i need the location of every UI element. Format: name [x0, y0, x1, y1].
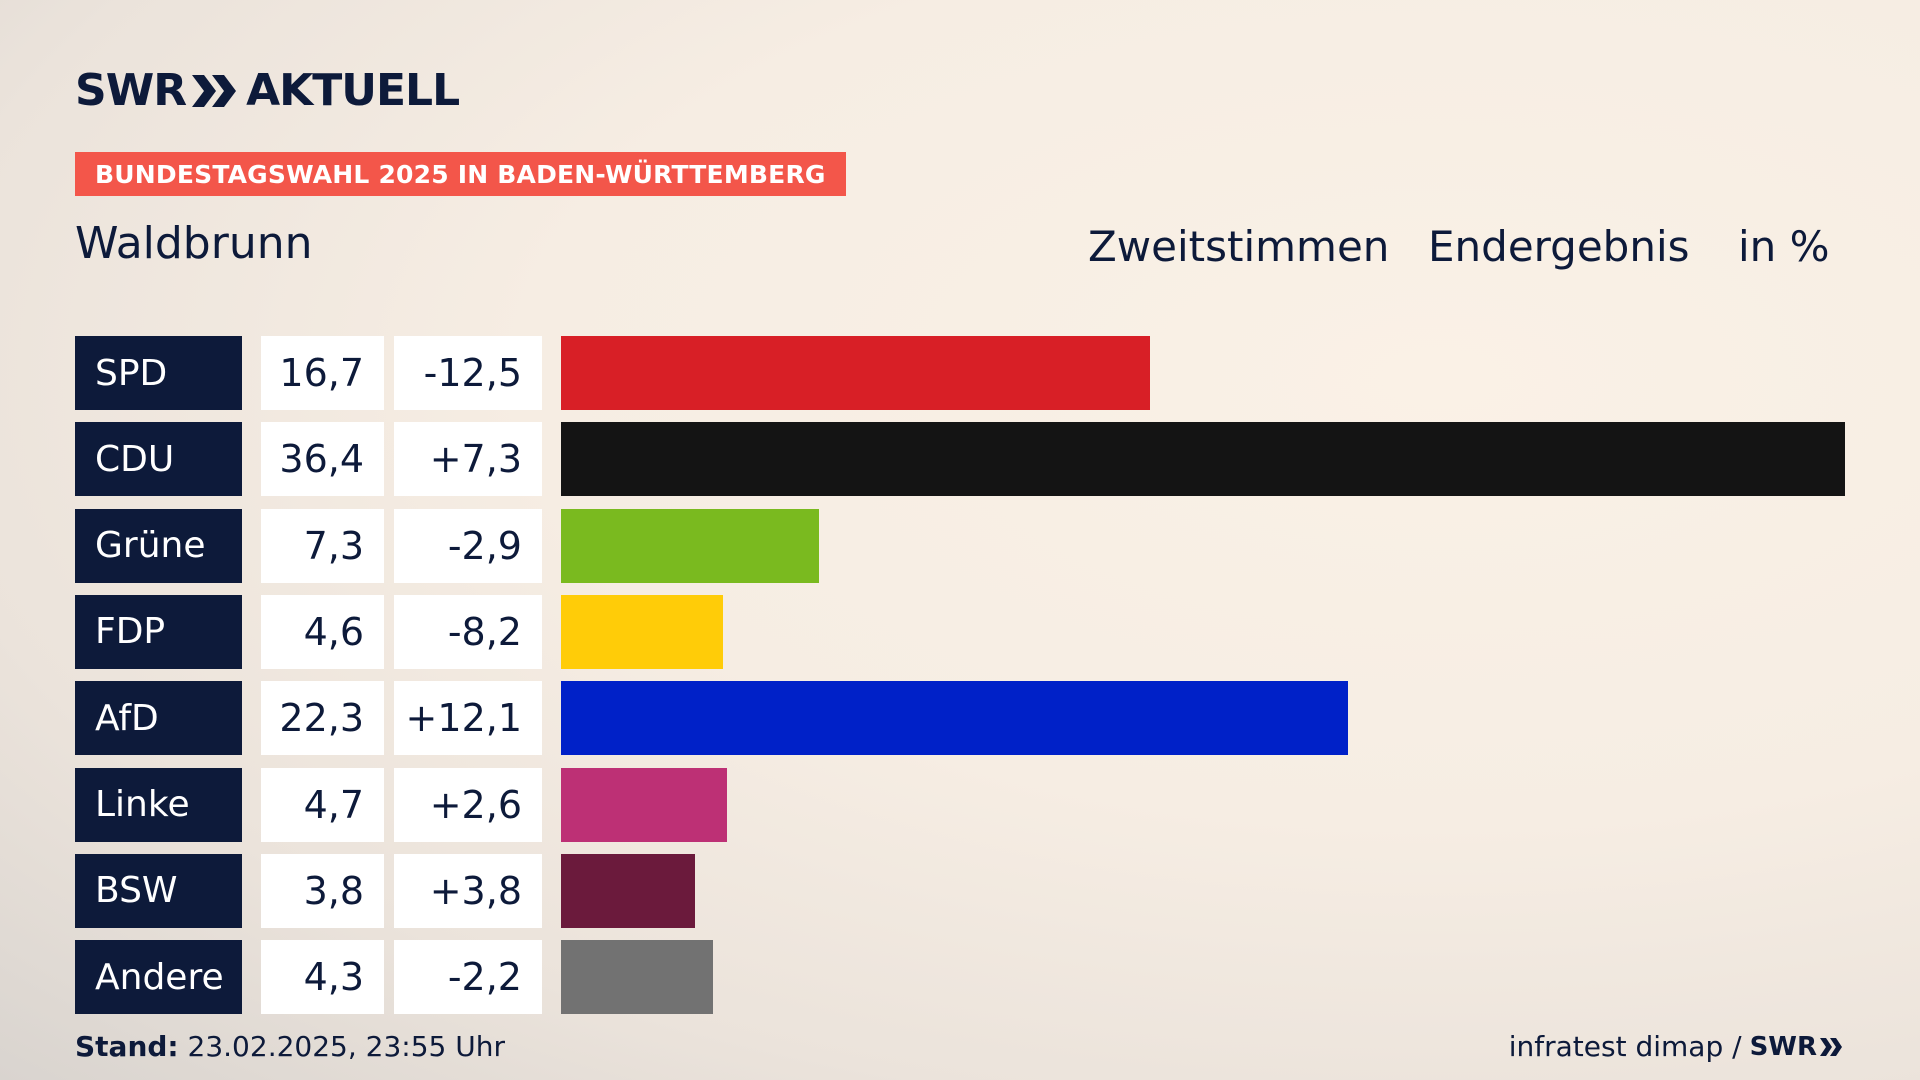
double-chevron-icon [192, 75, 237, 107]
header-unit: in % [1738, 222, 1830, 271]
stand-label: Stand: [75, 1030, 179, 1063]
result-bar [561, 940, 713, 1015]
change-label: -2,2 [394, 940, 542, 1015]
vote-share-label: 22,3 [261, 681, 384, 756]
result-bar [561, 853, 695, 928]
change-label: -12,5 [394, 336, 542, 410]
change-label: +7,3 [394, 422, 542, 497]
result-bar [561, 336, 1150, 410]
source-text: infratest dimap / [1508, 1030, 1742, 1063]
vote-share-label: 3,8 [261, 853, 384, 928]
change-label: -8,2 [394, 594, 542, 669]
timestamp: Stand: 23.02.2025, 23:55 Uhr [75, 1030, 505, 1063]
result-bar [561, 681, 1348, 756]
stand-value: 23.02.2025, 23:55 Uhr [187, 1030, 505, 1063]
header-status: Endergebnis [1428, 222, 1690, 271]
vote-share-label: 4,7 [261, 767, 384, 842]
party-label: Linke [75, 767, 242, 842]
result-bar [561, 422, 1845, 497]
header-vote-type: Zweitstimmen [1088, 222, 1390, 271]
logo-swr-text: SWR [75, 65, 187, 116]
result-bar [561, 767, 727, 842]
change-label: -2,9 [394, 508, 542, 583]
footer-swr-logo: SWR [1750, 1032, 1845, 1062]
vote-share-label: 16,7 [261, 336, 384, 410]
source-credit: infratest dimap / SWR [1509, 1030, 1845, 1063]
change-label: +3,8 [394, 853, 542, 928]
vote-share-label: 36,4 [261, 422, 384, 497]
party-label: AfD [75, 681, 242, 756]
party-label: BSW [75, 853, 242, 928]
footer-swr-text: SWR [1749, 1031, 1817, 1062]
party-label: FDP [75, 594, 242, 669]
double-chevron-icon [1820, 1037, 1842, 1056]
change-label: +12,1 [394, 681, 542, 756]
party-label: Andere [75, 940, 242, 1015]
swr-aktuell-logo: SWR AKTUELL [75, 65, 460, 116]
result-bar [561, 508, 819, 583]
result-bar [561, 594, 723, 669]
party-label: CDU [75, 422, 242, 497]
logo-aktuell-text: AKTUELL [246, 65, 460, 116]
party-label: SPD [75, 336, 242, 410]
vote-share-label: 7,3 [261, 508, 384, 583]
vote-share-label: 4,3 [261, 940, 384, 1015]
place-title: Waldbrunn [75, 218, 313, 269]
election-banner: BUNDESTAGSWAHL 2025 IN BADEN-WÜRTTEMBERG [75, 152, 846, 196]
vote-share-label: 4,6 [261, 594, 384, 669]
change-label: +2,6 [394, 767, 542, 842]
party-label: Grüne [75, 508, 242, 583]
